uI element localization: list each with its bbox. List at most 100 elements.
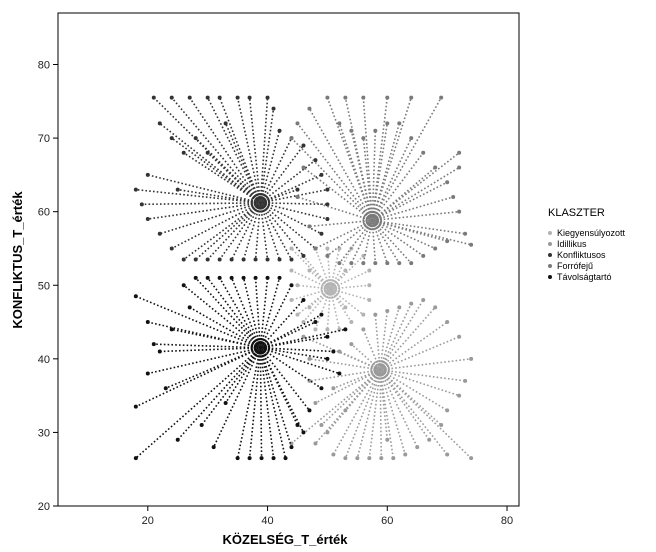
- ray-idillikus: [379, 336, 460, 371]
- legend-label-kiegyensulyozott: Kiegyensúlyozott: [557, 228, 626, 238]
- axes-layer: 20 40 60 80 20 30 40 50 60 70 80: [38, 60, 513, 527]
- point-forrofeju: [349, 261, 354, 266]
- point-idillikus: [445, 320, 450, 325]
- point-konfliktusos: [133, 187, 138, 192]
- point-forrofeju: [361, 136, 366, 141]
- point-forrofeju: [433, 246, 438, 251]
- ray-forrofeju: [371, 219, 424, 257]
- point-konfliktusos: [313, 158, 318, 163]
- ray-konfliktusos: [259, 159, 316, 204]
- point-forrofeju: [337, 121, 342, 126]
- ray-forrofeju: [371, 166, 460, 222]
- ray-idillikus: [374, 314, 381, 370]
- point-idillikus: [463, 378, 468, 383]
- ray-tavolsagtarto: [259, 347, 322, 389]
- point-idillikus: [325, 430, 330, 435]
- point-idillikus: [433, 305, 438, 310]
- ray-tavolsagtarto: [259, 284, 293, 349]
- y-tick-label: 40: [38, 354, 50, 366]
- legend-entry-konfliktusos: Konfliktusos: [548, 250, 606, 260]
- legend-marker-konfliktusos: [548, 253, 552, 257]
- point-forrofeju: [421, 253, 426, 258]
- ray-forrofeju: [371, 152, 424, 221]
- point-tavolsagtarto: [241, 275, 246, 280]
- point-tavolsagtarto: [253, 275, 258, 280]
- point-konfliktusos: [253, 257, 258, 262]
- point-idillikus: [319, 423, 324, 428]
- point-forrofeju: [457, 165, 462, 170]
- ray-tavolsagtarto: [183, 284, 261, 349]
- point-konfliktusos: [181, 150, 186, 155]
- ray-idillikus: [379, 299, 424, 371]
- ray-konfliktusos: [259, 202, 316, 250]
- point-konfliktusos: [265, 95, 270, 100]
- legend-entry-idillikus: Idillikus: [548, 239, 587, 249]
- ray-kiegyensulyozott: [291, 288, 331, 301]
- point-konfliktusos: [217, 257, 222, 262]
- ray-kiegyensulyozott: [326, 288, 332, 330]
- series-konfliktusos: [133, 95, 330, 262]
- point-tavolsagtarto: [217, 275, 222, 280]
- cluster-center-idillikus: [377, 367, 383, 373]
- ray-idillikus: [379, 369, 407, 455]
- point-forrofeju: [307, 106, 312, 111]
- ray-konfliktusos: [259, 137, 293, 204]
- point-tavolsagtarto: [145, 371, 150, 376]
- point-tavolsagtarto: [325, 334, 330, 339]
- series-forrofeju: [289, 95, 474, 266]
- point-forrofeju: [295, 194, 300, 199]
- ray-tavolsagtarto: [259, 299, 305, 349]
- point-konfliktusos: [295, 187, 300, 192]
- ray-tavolsagtarto: [259, 347, 275, 459]
- ray-forrofeju: [290, 137, 373, 222]
- ray-konfliktusos: [259, 97, 269, 203]
- ray-idillikus: [315, 369, 381, 404]
- point-idillikus: [469, 456, 474, 461]
- point-konfliktusos: [319, 172, 324, 177]
- ray-tavolsagtarto: [147, 347, 261, 375]
- point-forrofeju: [451, 194, 456, 199]
- ray-kiegyensulyozott: [290, 247, 331, 290]
- point-idillikus: [421, 297, 426, 302]
- ray-forrofeju: [371, 123, 401, 221]
- point-konfliktusos: [157, 121, 162, 126]
- point-forrofeju: [325, 253, 330, 258]
- ray-tavolsagtarto: [242, 277, 262, 348]
- ray-konfliktusos: [159, 122, 261, 204]
- center-ring-forrofeju: [368, 216, 377, 225]
- point-forrofeju: [361, 261, 366, 266]
- point-idillikus: [349, 342, 354, 347]
- point-forrofeju: [397, 261, 402, 266]
- x-axis-title: KÖZELSÉG_T_érték: [223, 532, 349, 547]
- point-forrofeju: [349, 128, 354, 133]
- x-tick-label: 80: [501, 515, 513, 527]
- ray-konfliktusos: [183, 152, 261, 204]
- point-konfliktusos: [175, 187, 180, 192]
- point-konfliktusos: [205, 95, 210, 100]
- point-idillikus: [307, 356, 312, 361]
- ray-konfliktusos: [207, 202, 261, 261]
- ray-kiegyensulyozott: [297, 284, 331, 290]
- point-forrofeju: [325, 95, 330, 100]
- ray-konfliktusos: [171, 202, 261, 250]
- point-konfliktusos: [265, 257, 270, 262]
- point-konfliktusos: [145, 217, 150, 222]
- cluster-center-konfliktusos: [258, 200, 263, 206]
- point-kiegyensulyozott: [307, 268, 312, 273]
- point-forrofeju: [409, 136, 414, 141]
- ray-konfliktusos: [259, 202, 322, 235]
- ray-idillikus: [379, 369, 430, 441]
- point-tavolsagtarto: [133, 456, 138, 461]
- y-tick-label: 60: [38, 207, 50, 219]
- point-kiegyensulyozott: [367, 297, 372, 302]
- point-forrofeju: [439, 95, 444, 100]
- center-ring-tavolsagtarto: [253, 340, 268, 355]
- point-forrofeju: [469, 242, 474, 247]
- point-idillikus: [313, 441, 318, 446]
- x-tick-label: 20: [142, 515, 154, 527]
- point-konfliktusos: [217, 95, 222, 100]
- point-tavolsagtarto: [271, 456, 276, 461]
- ray-kiegyensulyozott: [308, 269, 331, 290]
- ray-tavolsagtarto: [212, 347, 262, 448]
